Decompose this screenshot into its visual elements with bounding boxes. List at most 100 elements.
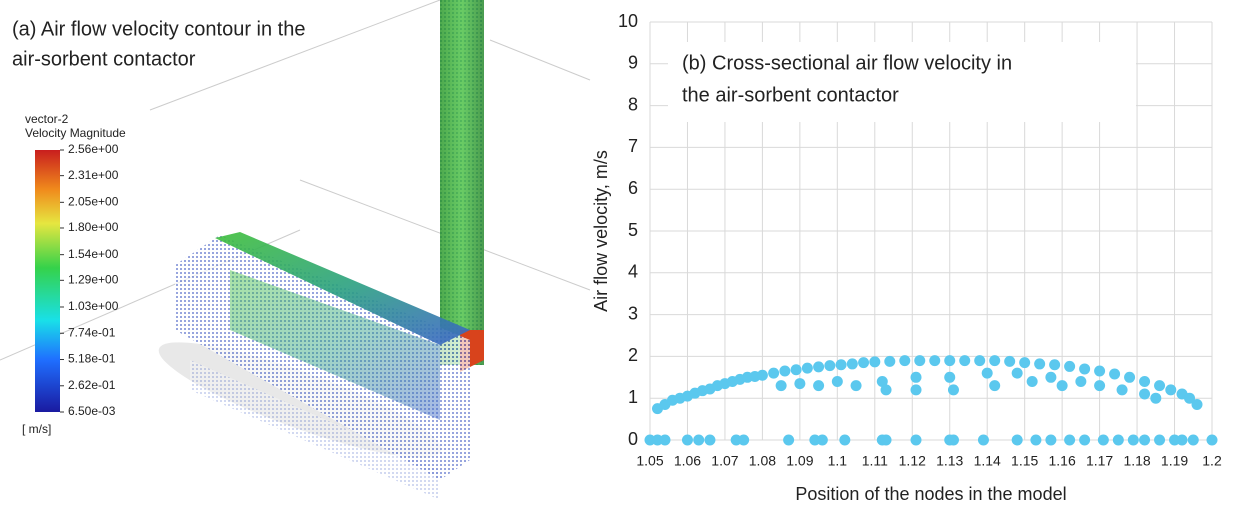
data-point [693,434,705,446]
data-point [704,434,716,446]
data-point [1064,434,1076,446]
y-tick-label: 4 [628,262,638,282]
data-point [1030,434,1042,446]
data-point [1150,392,1162,404]
data-point [910,384,922,396]
data-point [1116,384,1128,396]
data-point [1176,434,1188,446]
x-tick-label: 1.09 [786,453,813,469]
data-point [914,355,926,367]
data-point [790,364,802,376]
scatter-chart: 0 1 2 3 4 5 6 7 8 9 10 1.05 1.06 1.07 1.08 1.09 1.1 1.11 1… [591,11,1222,504]
data-point [1056,380,1068,392]
y-tick-label: 8 [628,94,638,114]
cfd-render [0,0,591,500]
data-point [1045,434,1057,446]
data-point [1019,357,1031,369]
x-tick-label: 1.06 [674,453,701,469]
colorbar-tick-label: 1.03e+00 [68,299,119,313]
data-point [1206,434,1218,446]
data-point [794,378,806,390]
data-point [947,384,959,396]
colorbar-tick-label: 6.50e-03 [68,404,116,418]
data-point [929,355,941,367]
data-point [1154,434,1166,446]
annotation: the air-sorbent contactor [682,84,899,106]
data-point [977,434,989,446]
data-point [1124,371,1136,383]
data-point [1079,363,1091,375]
data-point [1004,355,1016,367]
data-point [1094,380,1106,392]
data-point [1112,434,1124,446]
colorbar-tick-label: 1.80e+00 [68,220,119,234]
data-point [768,367,780,379]
x-axis-label: Position of the nodes in the model [795,484,1066,504]
data-point [1097,434,1109,446]
data-point [1045,371,1057,383]
data-point [775,380,787,392]
data-point [1139,434,1151,446]
data-point [801,362,813,374]
y-tick-label: 3 [628,303,638,323]
data-point [738,434,750,446]
colorbar-name: vector-2 [25,112,69,126]
data-point [880,434,892,446]
data-point [947,434,959,446]
data-point [779,365,791,377]
data-point [1064,360,1076,372]
data-point [1011,367,1023,379]
colorbar-unit: [ m/s] [22,422,51,436]
annotation-box [668,42,1136,122]
data-point [783,434,795,446]
data-point [846,358,858,370]
data-point [659,434,671,446]
colorbar-tick-label: 5.18e-01 [68,352,116,366]
y-tick-label: 1 [628,387,638,407]
y-tick-label: 6 [628,178,638,198]
data-point [1191,398,1203,410]
colorbar-quantity: Velocity Magnitude [25,126,126,140]
data-point [850,380,862,392]
colorbar-tick-label: 1.54e+00 [68,247,119,261]
data-point [876,375,888,387]
data-point [1109,368,1121,380]
data-point [1127,434,1139,446]
annotation: (b) Cross-sectional air flow velocity in [682,52,1012,74]
data-point [681,434,693,446]
x-tick-label: 1.2 [1202,453,1222,469]
colorbar-tick-label: 1.29e+00 [68,272,119,286]
data-point [816,434,828,446]
y-tick-label: 0 [628,429,638,449]
x-tick-label: 1.17 [1086,453,1113,469]
y-axis-label: Air flow velocity, m/s [591,150,611,312]
y-tick-label: 10 [618,11,638,31]
x-tick-label: 1.19 [1161,453,1188,469]
y-tick-label: 5 [628,220,638,240]
x-tick-label: 1.15 [1011,453,1038,469]
data-point [1154,380,1166,392]
x-tick-label: 1.08 [749,453,776,469]
data-point [1094,365,1106,377]
data-point [1165,384,1177,396]
data-point [813,380,825,392]
x-tick-label: 1.11 [862,453,888,469]
x-tick-label: 1.12 [899,453,926,469]
data-point [831,375,843,387]
y-tick-label: 2 [628,345,638,365]
colorbar-tick-label: 2.56e+00 [68,142,119,156]
y-tick-label: 7 [628,136,638,156]
panel-title: air-sorbent contactor [12,48,196,70]
colorbar-tick-label: 2.05e+00 [68,195,119,209]
data-point [1049,359,1061,371]
colorbar-tick-label: 2.31e+00 [68,168,119,182]
panel-title: (a) Air flow velocity contour in the [12,18,305,40]
data-point [1187,434,1199,446]
data-point [1075,375,1087,387]
data-point [839,434,851,446]
data-point [1184,392,1196,404]
data-point [981,367,993,379]
data-point [1139,388,1151,400]
data-point [813,361,825,373]
